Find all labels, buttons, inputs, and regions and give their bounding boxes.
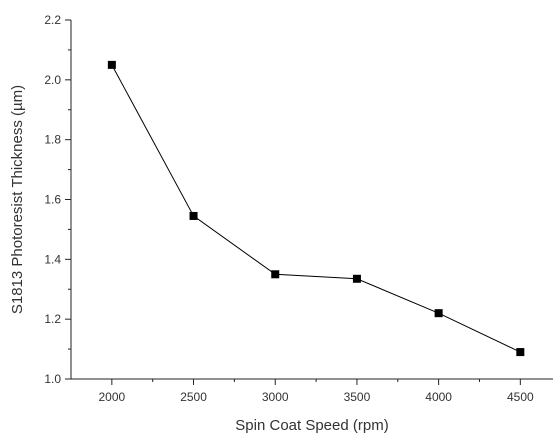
x-tick-label: 2500 xyxy=(180,390,207,404)
ticks-layer: 2000 2500 3000 3500 4000 4500 1.0 1.2 1.4 1.6 1.8 2… xyxy=(44,13,534,404)
y-tick-label: 1.2 xyxy=(44,312,61,326)
series-layer xyxy=(107,60,525,357)
data-point xyxy=(434,309,443,318)
data-point xyxy=(352,274,361,283)
x-tick-label: 3000 xyxy=(262,390,289,404)
x-axis-title: Spin Coat Speed (rpm) xyxy=(235,417,388,434)
x-tick-label: 2000 xyxy=(98,390,125,404)
x-tick-label: 4500 xyxy=(507,390,534,404)
y-tick-label: 1.0 xyxy=(44,372,61,386)
x-tick-label: 4000 xyxy=(425,390,452,404)
y-tick-label: 1.4 xyxy=(44,252,61,266)
y-tick-label: 2.2 xyxy=(44,13,61,27)
y-axis-title: S1813 Photoresist Thickness (µm) xyxy=(9,85,26,314)
data-point xyxy=(271,270,280,279)
axes-layer xyxy=(70,20,553,380)
x-tick-label: 3500 xyxy=(344,390,371,404)
y-tick-label: 1.8 xyxy=(44,133,61,147)
data-point xyxy=(189,211,198,220)
series-line xyxy=(111,64,521,353)
y-tick-label: 2.0 xyxy=(44,73,61,87)
data-point xyxy=(107,60,116,69)
data-point xyxy=(516,348,525,357)
y-tick-label: 1.6 xyxy=(44,193,61,207)
